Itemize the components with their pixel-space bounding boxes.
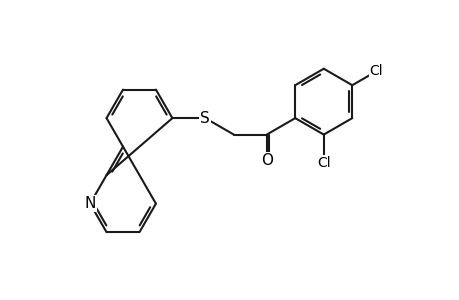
Text: Cl: Cl: [369, 64, 382, 78]
Text: S: S: [200, 111, 210, 126]
Text: Cl: Cl: [316, 156, 330, 170]
Text: N: N: [84, 196, 95, 211]
Text: O: O: [260, 153, 272, 168]
